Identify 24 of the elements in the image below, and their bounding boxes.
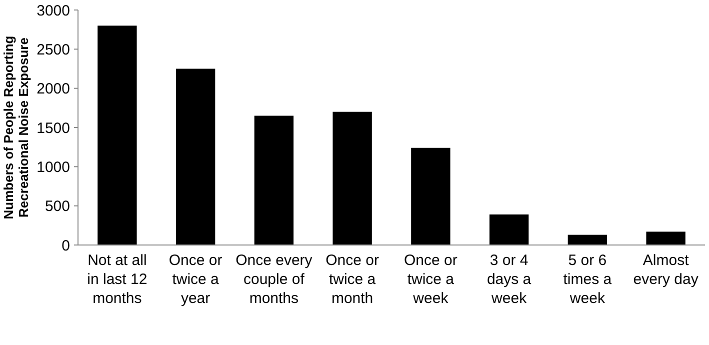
x-tick-label: 5 or 6 times a week: [563, 252, 612, 307]
y-tick-label: 1000: [36, 158, 70, 176]
y-tick-label: 2000: [36, 80, 70, 98]
y-tick-label: 2500: [36, 41, 70, 58]
y-axis-title: Numbers of People Reporting Recreational Noise Exposure: [1, 36, 31, 220]
y-tick-label: 1500: [36, 120, 70, 137]
bar: [332, 112, 372, 245]
bar: [568, 234, 608, 245]
bar: [411, 148, 450, 245]
bar: [98, 26, 137, 245]
bar: [489, 214, 529, 245]
x-tick-label: Once or twice a month: [326, 252, 379, 307]
y-tick-label: 500: [44, 198, 70, 216]
bar: [254, 116, 294, 245]
x-tick-label: Almost every day: [633, 252, 699, 288]
bar: [646, 232, 686, 245]
x-tick-label: Once or twice a year: [168, 252, 222, 307]
bar: [176, 68, 216, 245]
x-tick-label: Once or twice a week: [404, 252, 458, 307]
x-tick-label: Once every couple of months: [236, 252, 313, 307]
y-tick-label: 3000: [36, 2, 70, 20]
x-tick-label: Not at all in last 12 months: [87, 252, 148, 307]
y-tick-label: 0: [62, 237, 70, 254]
x-tick-label: 3 or 4 days a week: [486, 252, 532, 307]
